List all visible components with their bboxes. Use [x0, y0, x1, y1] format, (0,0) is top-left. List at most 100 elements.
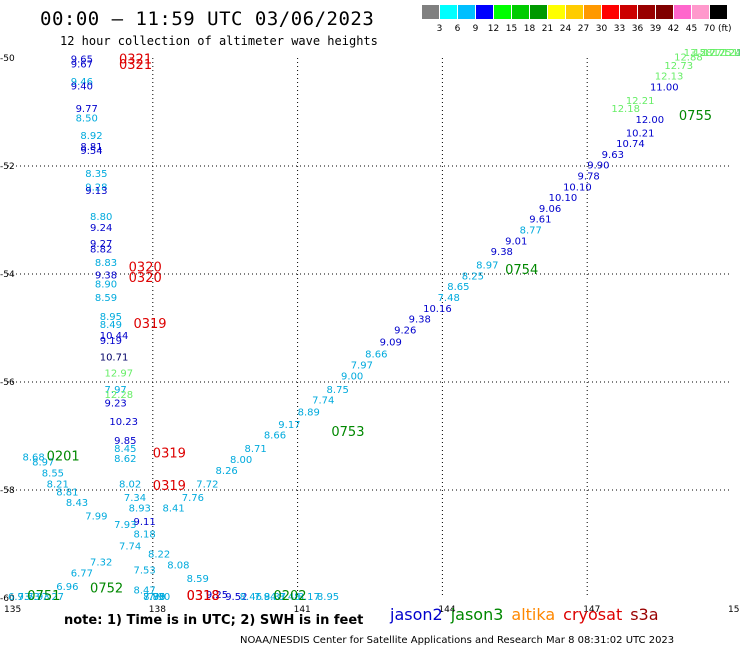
wave-height-point: 7.99: [85, 512, 107, 523]
pass-time-label: 0318: [187, 589, 220, 604]
pass-time-label: 0202: [273, 589, 306, 604]
wave-height-point: 9.26: [394, 325, 416, 336]
axis-ticks: 135 138 141 144 147 150 -50 -52 -54 -56 -58 -60: [0, 54, 740, 615]
wave-height-point: 8.71: [245, 444, 267, 455]
wave-height-point: 9.77: [76, 104, 98, 115]
wave-height-point: 10.10: [549, 193, 578, 204]
pass-time-label: 0319: [153, 479, 186, 494]
wave-height-point: 8.17: [298, 592, 320, 603]
pass-time-label: 0319: [153, 447, 186, 462]
wave-height-point: 7.48: [438, 293, 460, 304]
wave-height-point: 7.93: [27, 592, 49, 603]
legend-swatch: [530, 5, 547, 19]
wave-height-point: 8.46: [240, 592, 262, 603]
wave-height-point: 9.17: [278, 420, 300, 431]
wave-height-point: 9.90: [587, 161, 609, 172]
wave-height-point: 10.44: [100, 331, 129, 342]
wave-height-point: 8.59: [95, 293, 117, 304]
wave-height-point: 8.65: [447, 282, 469, 293]
wave-height-point: 7.63: [18, 592, 40, 603]
wave-height-point: 7.74: [119, 541, 141, 552]
legend-swatch: [512, 5, 529, 19]
legend-label: 39: [649, 24, 662, 34]
legend-label: 18: [523, 24, 536, 34]
data-points: 9.659.679.469.409.778.508.928.819.548.35…: [8, 48, 740, 603]
wave-height-point: 9.52: [225, 592, 247, 603]
x-tick-label: 150: [728, 605, 740, 615]
wave-height-point: 11.9: [736, 48, 740, 59]
legend-swatch: [638, 5, 655, 19]
x-tick-label: 138: [149, 605, 166, 615]
pass-time-label: 0753: [331, 425, 364, 440]
legend-label: 30: [595, 24, 608, 34]
wave-height-point: 8.02: [119, 479, 141, 490]
pass-time-label: 0318: [187, 589, 220, 604]
wave-height-point: 7.76: [182, 493, 204, 504]
wave-height-point: 13: [736, 48, 740, 59]
wave-height-point: 9.09: [380, 337, 402, 348]
y-tick-label: -54: [0, 270, 15, 280]
wave-height-point: 9.54: [80, 146, 102, 157]
wave-height-point: 9.63: [602, 150, 624, 161]
wave-height-point: 8.82: [90, 244, 112, 255]
x-tick-label: 141: [294, 605, 311, 615]
wave-height-point: 8.43: [66, 498, 88, 509]
wave-height-point: 8.26: [216, 466, 238, 477]
legend-label: 3: [436, 24, 443, 34]
wave-height-point: 6.77: [71, 568, 93, 579]
wave-height-point: 6.93: [8, 592, 30, 603]
x-tick-label: 135: [4, 605, 21, 615]
pass-time-label: 0201: [47, 449, 80, 464]
x-tick-label: 147: [583, 605, 600, 615]
wave-height-point: 12.77: [693, 48, 722, 59]
wave-height-point: 9.38: [409, 315, 431, 326]
wave-height-point: 8.81: [56, 487, 78, 498]
legend-label: 24: [559, 24, 572, 34]
wave-height-point: 9.11: [133, 517, 155, 528]
wave-height-point: 12.75: [703, 48, 732, 59]
legend-label: 45: [685, 24, 698, 34]
wave-height-point: 9.40: [71, 81, 93, 92]
time-labels: 0321032103200320031903190319031803180201…: [27, 52, 712, 604]
legend-label: 42: [667, 24, 680, 34]
wave-height-point: 12.28: [105, 390, 134, 401]
wave-height-point: 7.95: [143, 592, 165, 603]
wave-height-point: 9.78: [578, 172, 600, 183]
pass-time-label: 0751: [27, 589, 60, 604]
y-tick-label: -58: [0, 486, 15, 496]
wave-height-point: 7.97: [105, 385, 127, 396]
wave-height-point: 12.13: [655, 72, 684, 83]
page-title: 00:00 – 11:59 UTC 03/06/2023: [40, 8, 375, 30]
legend-swatch: [440, 5, 457, 19]
pass-time-label: 0754: [505, 263, 538, 278]
wave-height-point: 8.97: [476, 261, 498, 272]
wave-height-point: 7.74: [312, 396, 334, 407]
legend-label: 12: [487, 24, 500, 34]
wave-height-point: 9.27: [90, 239, 112, 250]
legend-label: 33: [613, 24, 626, 34]
pass-time-label: 0319: [133, 317, 166, 332]
wave-height-point: 8.97: [32, 458, 54, 469]
wave-height-point: 8.47: [133, 586, 155, 597]
legend-swatch: [620, 5, 637, 19]
wave-height-point: 10.16: [423, 304, 452, 315]
y-tick-label: -52: [0, 162, 15, 172]
grid-lines: [8, 58, 732, 598]
wave-height-point: 7.83: [143, 592, 165, 603]
wave-height-point: 12.18: [611, 104, 640, 115]
wave-height-point: 10.74: [616, 139, 645, 150]
wave-height-point: 8.48: [278, 592, 300, 603]
wave-height-point: 12.97: [105, 369, 134, 380]
wave-height-point: 12.24: [713, 48, 740, 59]
y-tick-label: -60: [0, 594, 15, 604]
wave-height-point: 8.68: [22, 452, 44, 463]
wave-height-point: 8.45: [114, 444, 136, 455]
wave-height-point: 8.87: [264, 592, 286, 603]
wave-height-point: 8.55: [42, 469, 64, 480]
wave-height-point: 9.25: [206, 590, 228, 601]
wave-height-point: 9.28: [85, 182, 107, 193]
wave-height-point: 8.41: [162, 504, 184, 515]
wave-height-point: 7.94: [254, 592, 276, 603]
wave-height-point: 10.23: [109, 417, 138, 428]
wave-height-point: 9.23: [105, 398, 127, 409]
